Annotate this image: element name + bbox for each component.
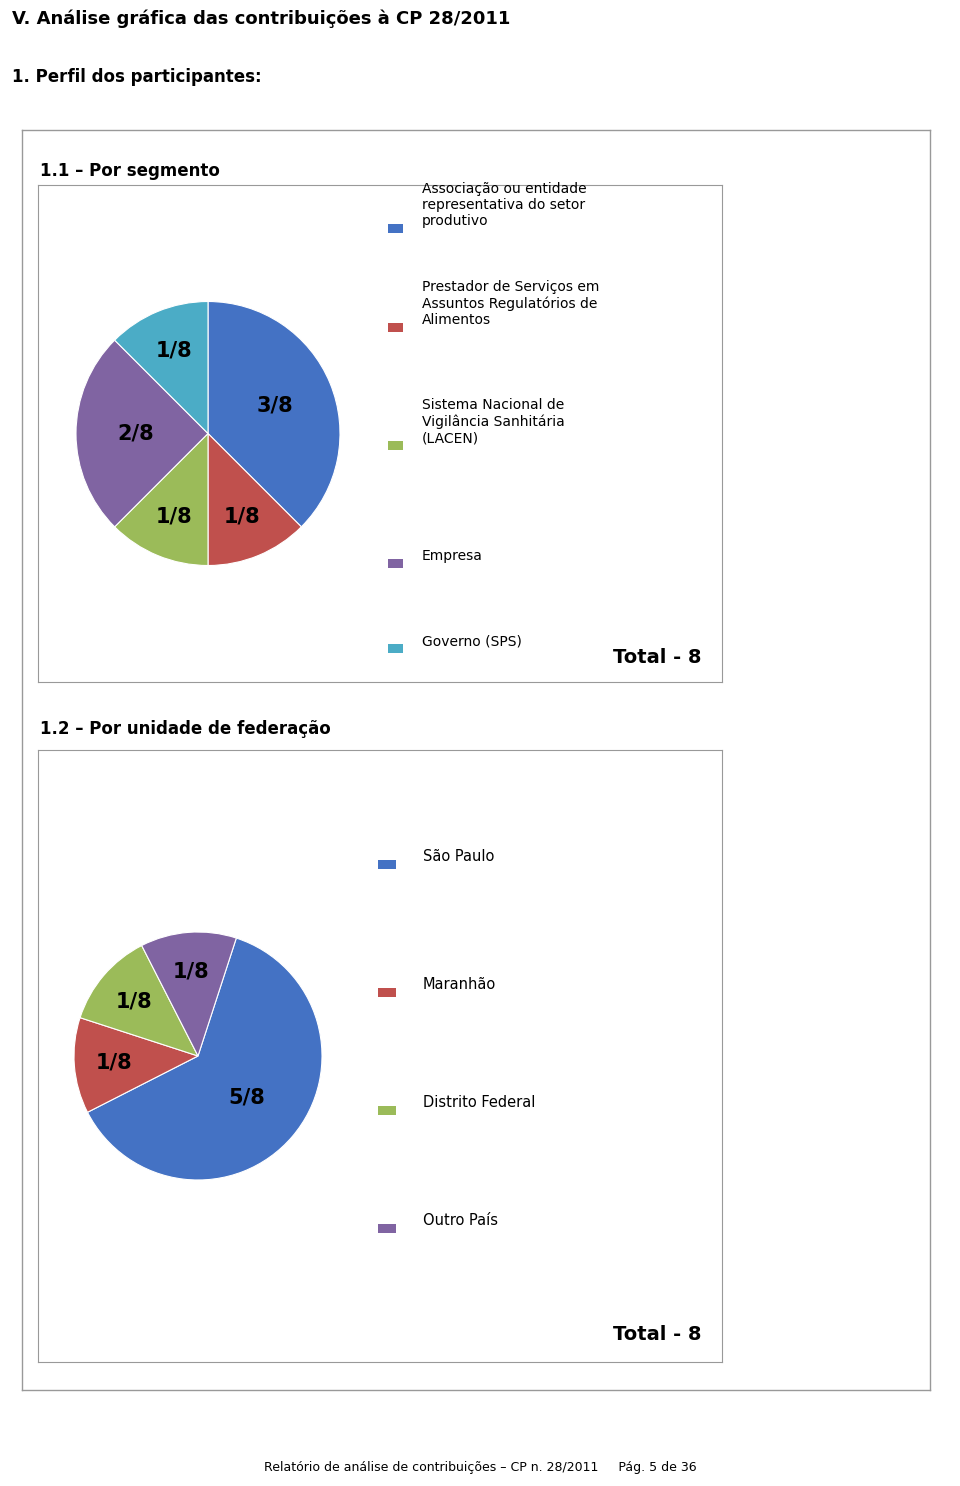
Text: Prestador de Serviços em
Assuntos Regulatórios de
Alimentos: Prestador de Serviços em Assuntos Regula… xyxy=(422,281,599,327)
Wedge shape xyxy=(114,302,208,434)
Text: Empresa: Empresa xyxy=(422,550,483,563)
Text: 1/8: 1/8 xyxy=(173,961,209,982)
Bar xyxy=(378,860,396,869)
Text: 1.1 – Por segmento: 1.1 – Por segmento xyxy=(40,162,220,180)
Bar xyxy=(388,441,402,450)
Bar xyxy=(378,988,396,997)
Text: Relatório de análise de contribuições – CP n. 28/2011     Pág. 5 de 36: Relatório de análise de contribuições – … xyxy=(264,1462,696,1474)
Text: Distrito Federal: Distrito Federal xyxy=(423,1095,536,1110)
Wedge shape xyxy=(87,938,322,1180)
Text: 5/8: 5/8 xyxy=(228,1088,265,1109)
Text: Maranhão: Maranhão xyxy=(423,976,496,993)
Bar xyxy=(388,559,402,568)
Text: 1/8: 1/8 xyxy=(156,507,192,526)
Text: 1/8: 1/8 xyxy=(96,1052,132,1073)
Bar xyxy=(388,324,402,333)
Wedge shape xyxy=(114,434,208,566)
Text: São Paulo: São Paulo xyxy=(423,849,494,865)
Text: 3/8: 3/8 xyxy=(256,395,294,416)
Bar xyxy=(378,1106,396,1114)
Bar xyxy=(388,224,402,233)
Text: Associação ou entidade
representativa do setor
produtivo: Associação ou entidade representativa do… xyxy=(422,181,587,229)
Text: 1/8: 1/8 xyxy=(115,991,153,1012)
Text: Governo (SPS): Governo (SPS) xyxy=(422,635,522,648)
Wedge shape xyxy=(208,302,340,528)
Text: 1/8: 1/8 xyxy=(156,340,192,361)
Text: 1.2 – Por unidade de federação: 1.2 – Por unidade de federação xyxy=(40,721,331,739)
Wedge shape xyxy=(80,945,198,1057)
Wedge shape xyxy=(74,1018,198,1113)
Text: Total - 8: Total - 8 xyxy=(613,1324,702,1343)
Text: Sistema Nacional de
Vigilância Sanhitária
(LACEN): Sistema Nacional de Vigilância Sanhitári… xyxy=(422,398,564,446)
Text: V. Análise gráfica das contribuições à CP 28/2011: V. Análise gráfica das contribuições à C… xyxy=(12,10,511,28)
Bar xyxy=(378,1224,396,1233)
Text: Outro País: Outro País xyxy=(423,1213,498,1229)
Text: 2/8: 2/8 xyxy=(117,424,154,443)
Text: Total - 8: Total - 8 xyxy=(613,648,702,667)
Wedge shape xyxy=(208,434,301,566)
Wedge shape xyxy=(76,340,208,528)
Bar xyxy=(388,645,402,654)
Wedge shape xyxy=(142,932,236,1057)
Text: 1/8: 1/8 xyxy=(224,507,261,526)
Text: 1. Perfil dos participantes:: 1. Perfil dos participantes: xyxy=(12,68,262,86)
